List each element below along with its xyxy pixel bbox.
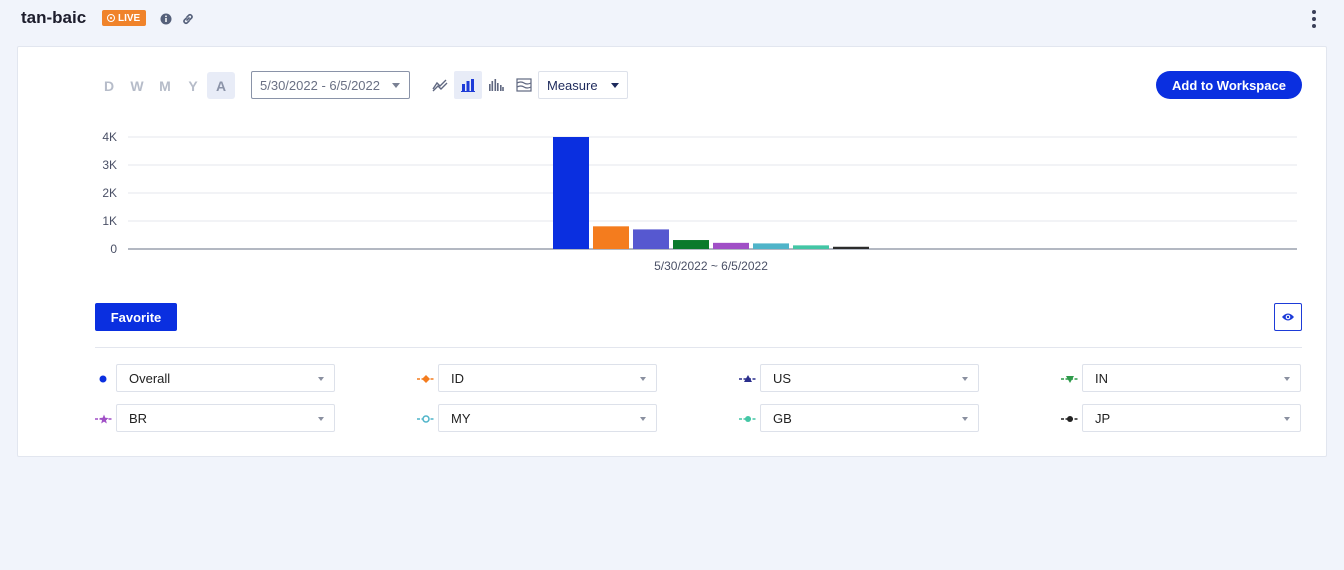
x-tick-label: 5/30/2022 ~ 6/5/2022 xyxy=(654,259,768,273)
series-select-us[interactable]: US xyxy=(760,364,979,392)
caret-down-icon xyxy=(611,83,619,88)
diamond-marker-icon xyxy=(417,372,435,384)
period-all-button[interactable]: A xyxy=(207,72,235,99)
bar-overall xyxy=(553,137,589,249)
live-icon xyxy=(107,14,115,22)
legend-item-in: IN xyxy=(1061,364,1301,392)
legend-item-my: MY xyxy=(417,404,657,432)
section-divider xyxy=(95,347,1302,348)
series-select-br[interactable]: BR xyxy=(116,404,335,432)
legend-item-gb: GB xyxy=(739,404,979,432)
period-week-button[interactable]: W xyxy=(130,77,144,94)
eye-icon xyxy=(1282,313,1294,321)
triangle-marker-icon xyxy=(739,372,757,384)
series-label: US xyxy=(773,370,792,386)
series-select-gb[interactable]: GB xyxy=(760,404,979,432)
circle-marker-icon xyxy=(417,412,435,424)
chevron-down-icon xyxy=(640,377,646,381)
legend-item-overall: Overall xyxy=(95,364,335,392)
legend-item-jp: JP xyxy=(1061,404,1301,432)
bar-jp xyxy=(833,246,869,249)
page-title: tan-baic xyxy=(21,8,87,27)
chevron-down-icon xyxy=(392,83,400,88)
stacked-area-icon[interactable] xyxy=(510,71,538,99)
bar-in xyxy=(673,240,709,249)
link-icon[interactable] xyxy=(181,12,195,26)
chart-type-selector xyxy=(426,71,538,99)
bar-id xyxy=(593,226,629,249)
chart-svg: 0 1K 2K 3K 4K 5/30/2022 ~ 6/5/2022 xyxy=(102,130,1297,273)
series-select-in[interactable]: IN xyxy=(1082,364,1301,392)
top-bar: tan-baic LIVE xyxy=(0,0,1344,38)
favorite-button[interactable]: Favorite xyxy=(95,303,177,331)
dot-marker-icon xyxy=(739,412,757,424)
bar-chart-icon[interactable] xyxy=(454,71,482,99)
y-tick-label: 1K xyxy=(102,214,117,228)
chevron-down-icon xyxy=(962,417,968,421)
chevron-down-icon xyxy=(318,417,324,421)
series-label: ID xyxy=(451,370,464,386)
series-label: JP xyxy=(1095,410,1111,426)
series-label: BR xyxy=(129,410,148,426)
bar-us xyxy=(633,229,669,249)
visibility-toggle-button[interactable] xyxy=(1274,303,1302,331)
date-range-value: 5/30/2022 - 6/5/2022 xyxy=(260,77,380,93)
period-day-button[interactable]: D xyxy=(103,77,115,94)
chart-card xyxy=(17,46,1327,457)
grouped-bar-icon[interactable] xyxy=(482,71,510,99)
series-select-overall[interactable]: Overall xyxy=(116,364,335,392)
dot-marker-icon xyxy=(1061,412,1079,424)
legend-item-br: BR xyxy=(95,404,335,432)
y-tick-label: 2K xyxy=(102,186,117,200)
dot-marker-icon xyxy=(95,372,113,384)
y-tick-label: 4K xyxy=(102,130,117,144)
live-badge: LIVE xyxy=(102,10,147,26)
period-selector: D W M Y A xyxy=(95,72,235,99)
info-icon[interactable] xyxy=(160,13,172,25)
chevron-down-icon xyxy=(1284,377,1290,381)
series-label: Overall xyxy=(129,370,171,386)
triangle-down-marker-icon xyxy=(1061,372,1079,384)
bar-my xyxy=(753,243,789,249)
series-select-jp[interactable]: JP xyxy=(1082,404,1301,432)
series-label: GB xyxy=(773,410,792,426)
period-month-button[interactable]: M xyxy=(159,77,171,94)
star-marker-icon xyxy=(95,412,113,424)
bar-chart: 0 1K 2K 3K 4K 5/30/2022 ~ 6/5/2022 xyxy=(90,125,1305,280)
series-label: IN xyxy=(1095,370,1108,386)
bar-gb xyxy=(793,245,829,249)
trend-line-icon[interactable] xyxy=(426,71,454,99)
bar-br xyxy=(713,242,749,249)
measure-label: Measure xyxy=(547,77,598,93)
chevron-down-icon xyxy=(318,377,324,381)
chevron-down-icon xyxy=(1284,417,1290,421)
series-label: MY xyxy=(451,410,471,426)
more-options-icon[interactable] xyxy=(1308,8,1320,30)
date-range-select[interactable]: 5/30/2022 - 6/5/2022 xyxy=(251,71,410,99)
add-to-workspace-button[interactable]: Add to Workspace xyxy=(1156,71,1302,99)
period-year-button[interactable]: Y xyxy=(188,77,198,94)
y-tick-label: 0 xyxy=(110,242,117,256)
chevron-down-icon xyxy=(962,377,968,381)
measure-select[interactable]: Measure xyxy=(538,71,628,99)
series-select-id[interactable]: ID xyxy=(438,364,657,392)
legend-item-id: ID xyxy=(417,364,657,392)
y-tick-label: 3K xyxy=(102,158,117,172)
live-label: LIVE xyxy=(118,12,141,24)
chevron-down-icon xyxy=(640,417,646,421)
legend-item-us: US xyxy=(739,364,979,392)
series-select-my[interactable]: MY xyxy=(438,404,657,432)
